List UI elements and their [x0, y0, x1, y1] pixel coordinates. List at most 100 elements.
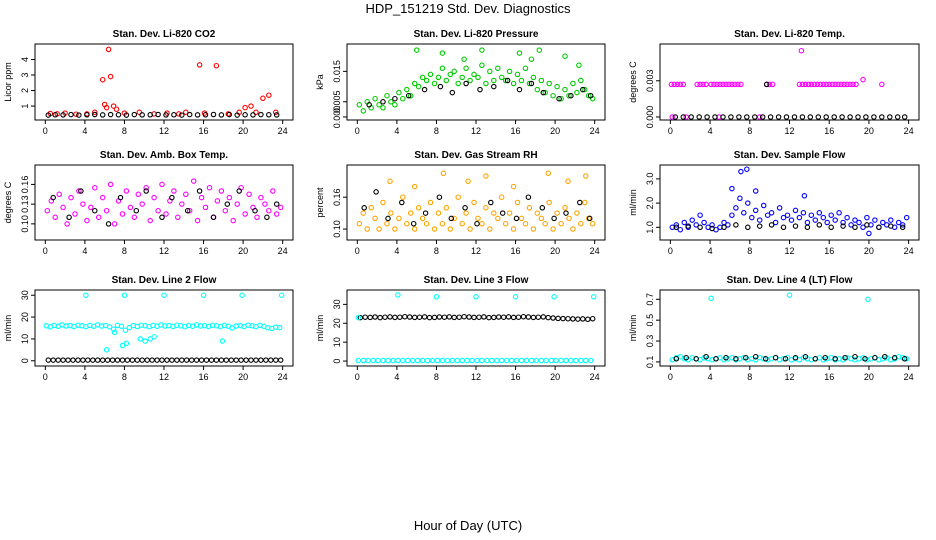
data-point [528, 357, 535, 364]
data-point [728, 114, 734, 120]
data-point [448, 215, 455, 222]
data-point [435, 74, 442, 81]
data-point [115, 112, 122, 118]
x-tick-label: 0 [355, 246, 360, 256]
data-point [76, 112, 82, 118]
data-point [447, 71, 454, 78]
data-point [526, 80, 533, 87]
data-point [99, 76, 106, 83]
data-point [526, 205, 533, 211]
data-point [696, 114, 702, 120]
data-point [582, 86, 588, 93]
x-tick-label: 8 [122, 246, 127, 256]
data-point [419, 357, 426, 364]
x-tick-label: 8 [747, 372, 752, 382]
data-point [400, 357, 406, 364]
data-point [475, 215, 481, 222]
data-point [471, 314, 477, 321]
data-point [518, 357, 525, 364]
data-point [119, 357, 126, 363]
data-point [823, 81, 829, 88]
data-point [423, 220, 430, 227]
series-1 [357, 313, 596, 323]
x-tick-label: 4 [82, 246, 87, 256]
data-point [266, 112, 272, 118]
data-point [139, 112, 145, 118]
x-tick-label: 4 [394, 372, 399, 382]
data-point [570, 80, 576, 87]
data-point [783, 114, 790, 120]
x-tick-label: 20 [864, 372, 874, 382]
data-point [119, 342, 126, 349]
data-point [226, 194, 233, 201]
data-point [431, 314, 438, 321]
data-point [372, 215, 378, 222]
data-point [769, 81, 776, 88]
data-point [447, 226, 454, 232]
data-point [183, 357, 190, 363]
data-point [495, 314, 502, 320]
data-point [535, 314, 542, 320]
data-point [495, 65, 501, 72]
data-point [60, 112, 66, 118]
series-1 [669, 195, 910, 233]
y-axis-label: kPa [315, 74, 325, 90]
data-point [697, 224, 703, 231]
x-tick-label: 24 [278, 126, 288, 136]
data-point [367, 314, 373, 321]
chart-panel-3: Stan. Dev. Li-820 Temp. 0 4 8 12 16 20 24 0.000 0… [628, 29, 920, 136]
data-point [373, 189, 379, 195]
data-point [796, 214, 803, 221]
data-point [479, 62, 485, 69]
data-point [380, 357, 386, 364]
x-tick-label: 8 [747, 246, 752, 256]
data-point [184, 207, 191, 214]
data-point [578, 357, 584, 364]
data-point [372, 95, 378, 102]
data-point [534, 86, 541, 93]
data-point [839, 114, 845, 120]
data-point [780, 214, 787, 221]
data-point [413, 47, 420, 53]
data-point [268, 357, 274, 363]
data-point [891, 354, 898, 361]
data-point [226, 111, 233, 118]
data-point [375, 357, 381, 364]
data-point [583, 357, 589, 364]
data-point [80, 357, 86, 363]
data-point [233, 357, 239, 363]
data-point [717, 81, 723, 88]
data-point [461, 56, 467, 62]
data-point [467, 77, 473, 84]
data-point [449, 89, 456, 96]
y-tick-label: 0 [20, 358, 30, 363]
data-point [823, 114, 829, 120]
data-point [551, 294, 557, 300]
data-point [266, 92, 272, 98]
data-point [459, 357, 465, 364]
data-point [65, 357, 71, 363]
data-point [510, 80, 517, 87]
data-point [508, 357, 515, 364]
data-point [90, 357, 96, 363]
data-point [385, 357, 391, 364]
x-tick-label: 4 [82, 372, 87, 382]
data-point [370, 357, 376, 364]
data-point [844, 214, 850, 221]
y-axis-label: ml/min [628, 315, 638, 342]
data-point [479, 220, 485, 227]
data-point [808, 212, 815, 218]
data-point [444, 357, 451, 364]
data-point [52, 112, 58, 118]
data-point [392, 314, 398, 321]
data-point [451, 314, 457, 321]
data-point [542, 220, 548, 227]
data-point [88, 204, 94, 211]
x-tick-label: 4 [82, 126, 87, 136]
data-point [551, 215, 557, 222]
data-point [540, 89, 547, 96]
data-point [410, 220, 417, 227]
data-point [585, 92, 592, 99]
data-point [439, 220, 446, 227]
data-point [553, 357, 559, 364]
